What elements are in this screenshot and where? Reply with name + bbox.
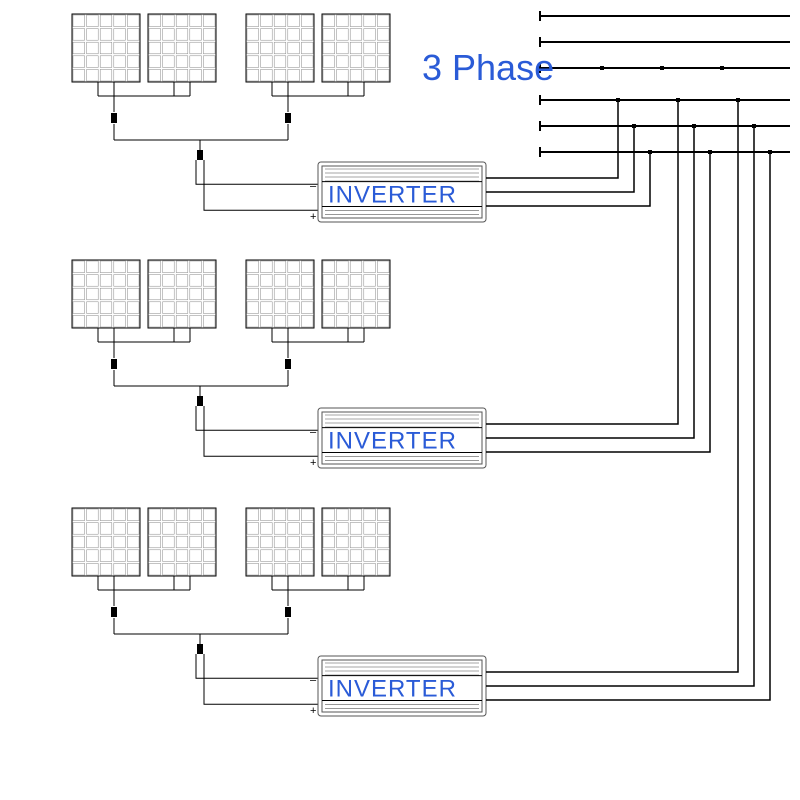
connector [285,359,291,369]
phase-wire-1-1 [486,126,694,438]
solar-panel [322,260,390,328]
solar-panel [72,508,140,576]
panel-group-0: INVERTER– + [72,14,652,223]
solar-panel [246,14,314,82]
connector [111,359,117,369]
connector [285,113,291,123]
solar-panel [148,508,216,576]
phase-wire-0-0 [486,100,618,178]
inverter: INVERTER– + [310,656,486,717]
phase-wire-1-2 [486,152,710,452]
inverter: INVERTER– + [310,162,486,223]
solar-panel [148,260,216,328]
connector [111,113,117,123]
phase-wire-0-2 [486,152,650,206]
solar-panel [246,260,314,328]
solar-panel [72,260,140,328]
terminal-minus: – [310,674,317,686]
terminal-plus: + [310,211,316,223]
terminal-plus: + [310,705,316,717]
terminal-plus: + [310,457,316,469]
diagram-root: 3 PhaseINVERTER–+INVERTER–+INVERTER–+ [0,0,800,800]
solar-panel [72,14,140,82]
connector [285,607,291,617]
connector [111,607,117,617]
connector [197,644,203,654]
phase-wire-2-2 [486,152,770,700]
solar-panel [246,508,314,576]
title-text: 3 Phase [422,47,554,88]
connector [197,396,203,406]
inverter-label: INVERTER [328,182,457,209]
terminal-minus: – [310,426,317,438]
inverter: INVERTER– + [310,408,486,469]
phase-wire-1-0 [486,100,678,424]
phase-wire-2-0 [486,100,738,672]
solar-panel [322,14,390,82]
bus-bars [540,11,790,157]
inverter-label: INVERTER [328,676,457,703]
phase-wire-2-1 [486,126,754,686]
phase-wire-0-1 [486,126,634,192]
connector [197,150,203,160]
solar-panel [322,508,390,576]
inverter-label: INVERTER [328,428,457,455]
solar-panel [148,14,216,82]
terminal-minus: – [310,180,317,192]
